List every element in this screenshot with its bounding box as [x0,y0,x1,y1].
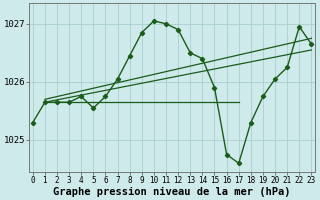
X-axis label: Graphe pression niveau de la mer (hPa): Graphe pression niveau de la mer (hPa) [53,186,291,197]
